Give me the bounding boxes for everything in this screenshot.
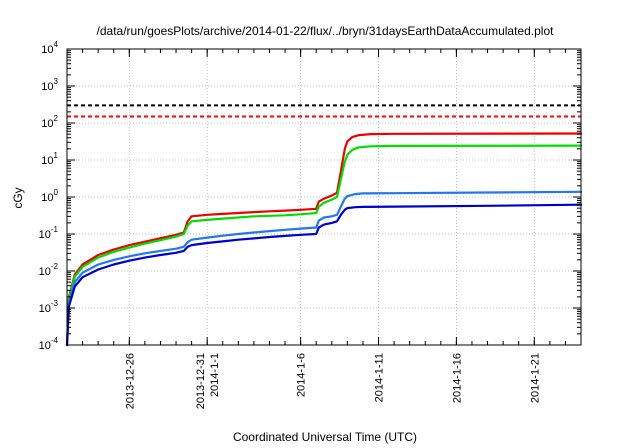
y-tick-label: 103 bbox=[41, 77, 58, 93]
y-tick-exponent: 4 bbox=[54, 40, 59, 49]
x-tick-label: 2014-1-6 bbox=[296, 353, 308, 397]
y-tick-label: 102 bbox=[41, 114, 58, 130]
y-tick-base: 10 bbox=[39, 340, 51, 352]
x-axis-label: Coordinated Universal Time (UTC) bbox=[233, 430, 417, 444]
y-tick-base: 10 bbox=[41, 155, 53, 167]
series-line bbox=[65, 203, 583, 347]
x-tick-label: 2014-1-21 bbox=[529, 353, 541, 403]
series-line bbox=[65, 144, 583, 347]
y-tick-base: 10 bbox=[39, 303, 51, 315]
y-tick-base: 10 bbox=[39, 266, 51, 278]
series-line bbox=[65, 190, 583, 347]
x-tick-label: 2014-1-1 bbox=[209, 353, 221, 397]
y-tick-label: 10-1 bbox=[39, 225, 59, 241]
y-tick-base: 10 bbox=[41, 118, 53, 130]
x-tick-label: 2014-1-16 bbox=[451, 353, 463, 403]
y-axis-label: cGy bbox=[11, 187, 25, 208]
y-tick-exponent: -3 bbox=[51, 299, 59, 308]
y-tick-label: 104 bbox=[41, 40, 58, 56]
y-tick-label: 100 bbox=[41, 188, 58, 204]
x-tick-label: 2014-1-11 bbox=[374, 353, 386, 402]
threshold-lines bbox=[67, 104, 581, 118]
y-tick-base: 10 bbox=[41, 44, 53, 56]
y-tick-label: 10-2 bbox=[39, 262, 59, 278]
y-tick-exponent: 0 bbox=[54, 188, 59, 197]
y-tick-label: 101 bbox=[41, 151, 58, 167]
y-tick-exponent: -2 bbox=[51, 262, 59, 271]
series-line bbox=[65, 132, 583, 347]
y-tick-exponent: 1 bbox=[54, 151, 59, 160]
y-tick-base: 10 bbox=[41, 192, 53, 204]
grid bbox=[67, 49, 581, 345]
chart-title: /data/run/goesPlots/archive/2014-01-22/f… bbox=[97, 24, 555, 38]
series-lines bbox=[65, 132, 583, 347]
y-tick-base: 10 bbox=[39, 229, 51, 241]
y-tick-exponent: 2 bbox=[54, 114, 59, 123]
y-tick-exponent: -1 bbox=[51, 225, 59, 234]
y-tick-exponent: 3 bbox=[54, 77, 59, 86]
plot-frame bbox=[66, 48, 582, 346]
y-tick-base: 10 bbox=[41, 81, 53, 93]
y-tick-label: 10-4 bbox=[39, 336, 59, 352]
x-axis-ticks: 2013-12-26 2013-12-31 2014-1-1 2014-1-6 2014… bbox=[82, 49, 566, 409]
x-tick-label: 2013-12-26 bbox=[124, 353, 136, 409]
x-tick-label: 2013-12-31 bbox=[195, 353, 207, 409]
y-tick-label: 10-3 bbox=[39, 299, 59, 315]
y-tick-exponent: -4 bbox=[51, 336, 59, 345]
